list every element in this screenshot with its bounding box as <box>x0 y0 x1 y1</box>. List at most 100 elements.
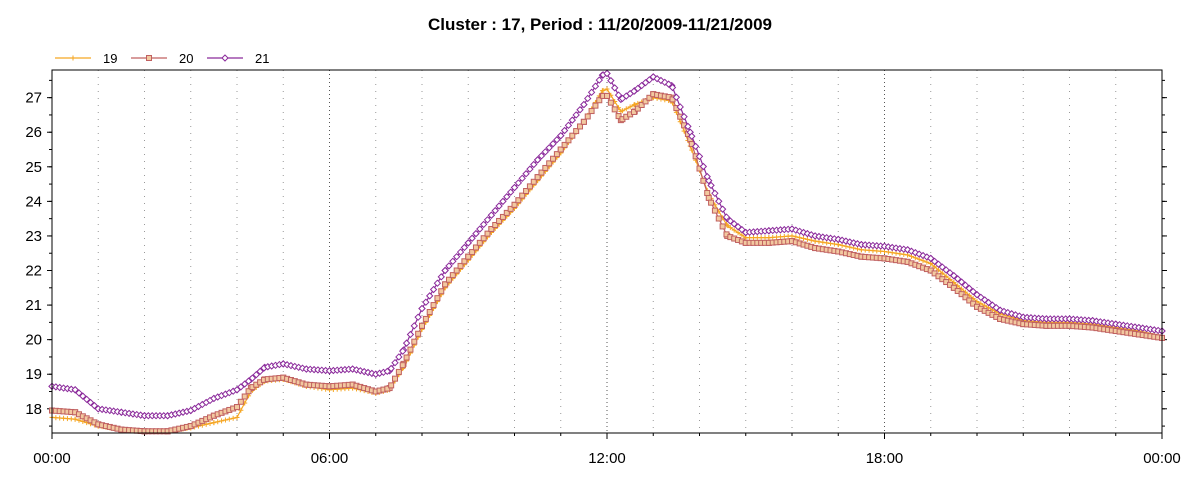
y-tick-label: 26 <box>25 124 42 141</box>
series-marker <box>982 303 988 309</box>
series-marker <box>468 234 476 242</box>
series-marker <box>71 386 79 394</box>
y-tick-label: 19 <box>25 366 42 383</box>
series-marker <box>915 250 923 258</box>
series-marker <box>515 197 522 204</box>
series-marker <box>457 262 464 269</box>
series-marker <box>445 262 453 270</box>
series-marker <box>649 73 657 81</box>
series-marker <box>434 295 441 302</box>
series-marker <box>726 217 735 225</box>
series-marker <box>560 126 569 135</box>
series-marker <box>722 213 731 221</box>
plot-frame <box>51 69 1163 434</box>
series-marker <box>966 297 973 304</box>
series-marker <box>392 375 399 382</box>
series-marker <box>533 156 542 164</box>
series-marker <box>252 371 260 379</box>
series-marker <box>561 141 568 148</box>
axes: 00:00 06:00 12:00 18:00 00:00 18 19 20 21 22 23 24 2… <box>25 79 1181 467</box>
series-marker <box>545 144 553 152</box>
series-marker <box>503 209 510 216</box>
y-tick-label: 23 <box>25 228 42 245</box>
series-marker <box>76 417 82 423</box>
series-marker <box>496 217 503 224</box>
series-marker <box>572 111 580 119</box>
series-marker <box>219 418 225 424</box>
series-marker <box>248 374 257 382</box>
series-marker <box>797 235 803 241</box>
series-marker <box>437 273 445 281</box>
legend-item-21: 21 <box>207 51 269 66</box>
series-marker <box>519 192 526 199</box>
series-marker <box>631 102 637 108</box>
series-marker <box>799 228 808 237</box>
series-marker <box>695 152 704 161</box>
series-marker <box>79 392 87 400</box>
series-marker <box>615 113 622 120</box>
series-marker <box>211 420 217 426</box>
series-marker <box>789 233 795 239</box>
series-marker <box>969 287 977 296</box>
series-marker <box>970 300 977 307</box>
series-marker <box>360 367 368 376</box>
series-marker <box>476 239 483 246</box>
legend: 19 20 21 <box>55 51 269 66</box>
series-marker <box>992 303 1000 312</box>
series-marker <box>418 304 426 313</box>
series-marker <box>638 102 645 109</box>
series-marker <box>927 254 935 263</box>
series-marker <box>406 330 415 339</box>
series-marker <box>577 123 584 130</box>
series-marker <box>711 207 718 214</box>
x-tick-label: 00:00 <box>33 450 71 467</box>
series-marker <box>600 87 606 93</box>
series-marker <box>965 284 973 293</box>
series-marker <box>553 136 561 144</box>
series-marker <box>491 206 499 215</box>
series-marker <box>526 183 533 190</box>
series-marker <box>630 108 637 115</box>
series-marker <box>946 269 954 277</box>
series-marker <box>846 238 854 246</box>
series-marker <box>222 417 228 423</box>
series-marker <box>441 266 449 275</box>
series-marker <box>731 227 737 233</box>
series-marker <box>801 236 807 242</box>
series-marker <box>842 237 850 245</box>
series-marker <box>704 190 711 197</box>
series-marker <box>469 249 476 256</box>
series-marker <box>688 132 696 140</box>
series-marker <box>452 252 461 261</box>
y-tick-label: 20 <box>25 332 42 349</box>
series-marker <box>241 380 249 388</box>
series-marker <box>603 69 611 78</box>
series-marker <box>568 116 577 124</box>
series-marker <box>611 106 618 113</box>
series-marker <box>587 88 596 97</box>
series-marker <box>623 106 629 112</box>
series-marker <box>573 128 580 135</box>
x-tick-label: 18:00 <box>866 450 904 467</box>
series-marker <box>294 363 303 372</box>
series-marker <box>788 225 796 233</box>
series-marker <box>676 103 684 111</box>
series-marker <box>207 420 213 426</box>
series-marker <box>226 416 232 422</box>
series-marker <box>672 93 681 101</box>
series-marker <box>402 339 411 347</box>
series-marker <box>735 230 741 236</box>
series-marker <box>580 100 588 109</box>
series-line-21 <box>51 72 1163 417</box>
series-marker <box>465 253 472 260</box>
series-marker <box>595 76 603 84</box>
series-marker <box>711 189 719 198</box>
grid <box>97 70 1117 433</box>
series-marker <box>793 234 799 240</box>
y-tick-label: 18 <box>25 401 42 418</box>
series-marker <box>348 365 357 373</box>
series-marker <box>399 347 407 355</box>
series-marker <box>939 270 945 276</box>
series-marker <box>449 272 456 279</box>
